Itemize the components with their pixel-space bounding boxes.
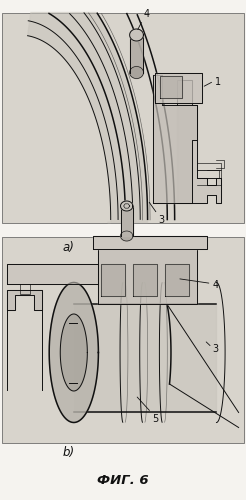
Polygon shape — [93, 236, 207, 248]
Polygon shape — [153, 75, 197, 202]
Polygon shape — [7, 290, 42, 310]
Polygon shape — [101, 264, 125, 296]
Polygon shape — [28, 12, 148, 222]
Text: 3: 3 — [159, 215, 165, 225]
Polygon shape — [49, 282, 98, 422]
Text: b): b) — [63, 446, 75, 459]
Text: 4: 4 — [144, 9, 150, 19]
Text: 3: 3 — [213, 344, 219, 354]
Polygon shape — [130, 29, 143, 41]
Polygon shape — [7, 264, 98, 283]
Polygon shape — [121, 206, 133, 236]
Polygon shape — [98, 248, 197, 304]
Polygon shape — [74, 304, 216, 412]
Polygon shape — [160, 76, 182, 98]
Text: a): a) — [63, 241, 75, 254]
Bar — [2, 238, 244, 442]
Polygon shape — [177, 105, 221, 202]
Polygon shape — [155, 72, 202, 102]
Text: 1: 1 — [215, 77, 221, 87]
Text: ФИГ. 6: ФИГ. 6 — [97, 474, 149, 488]
Polygon shape — [165, 264, 189, 296]
Text: 4: 4 — [212, 280, 218, 289]
Text: 5: 5 — [152, 414, 158, 424]
Bar — [2, 12, 244, 222]
Polygon shape — [133, 264, 157, 296]
Polygon shape — [121, 201, 133, 211]
Polygon shape — [130, 35, 143, 72]
Polygon shape — [130, 66, 143, 78]
Polygon shape — [60, 314, 87, 391]
Polygon shape — [121, 231, 133, 241]
